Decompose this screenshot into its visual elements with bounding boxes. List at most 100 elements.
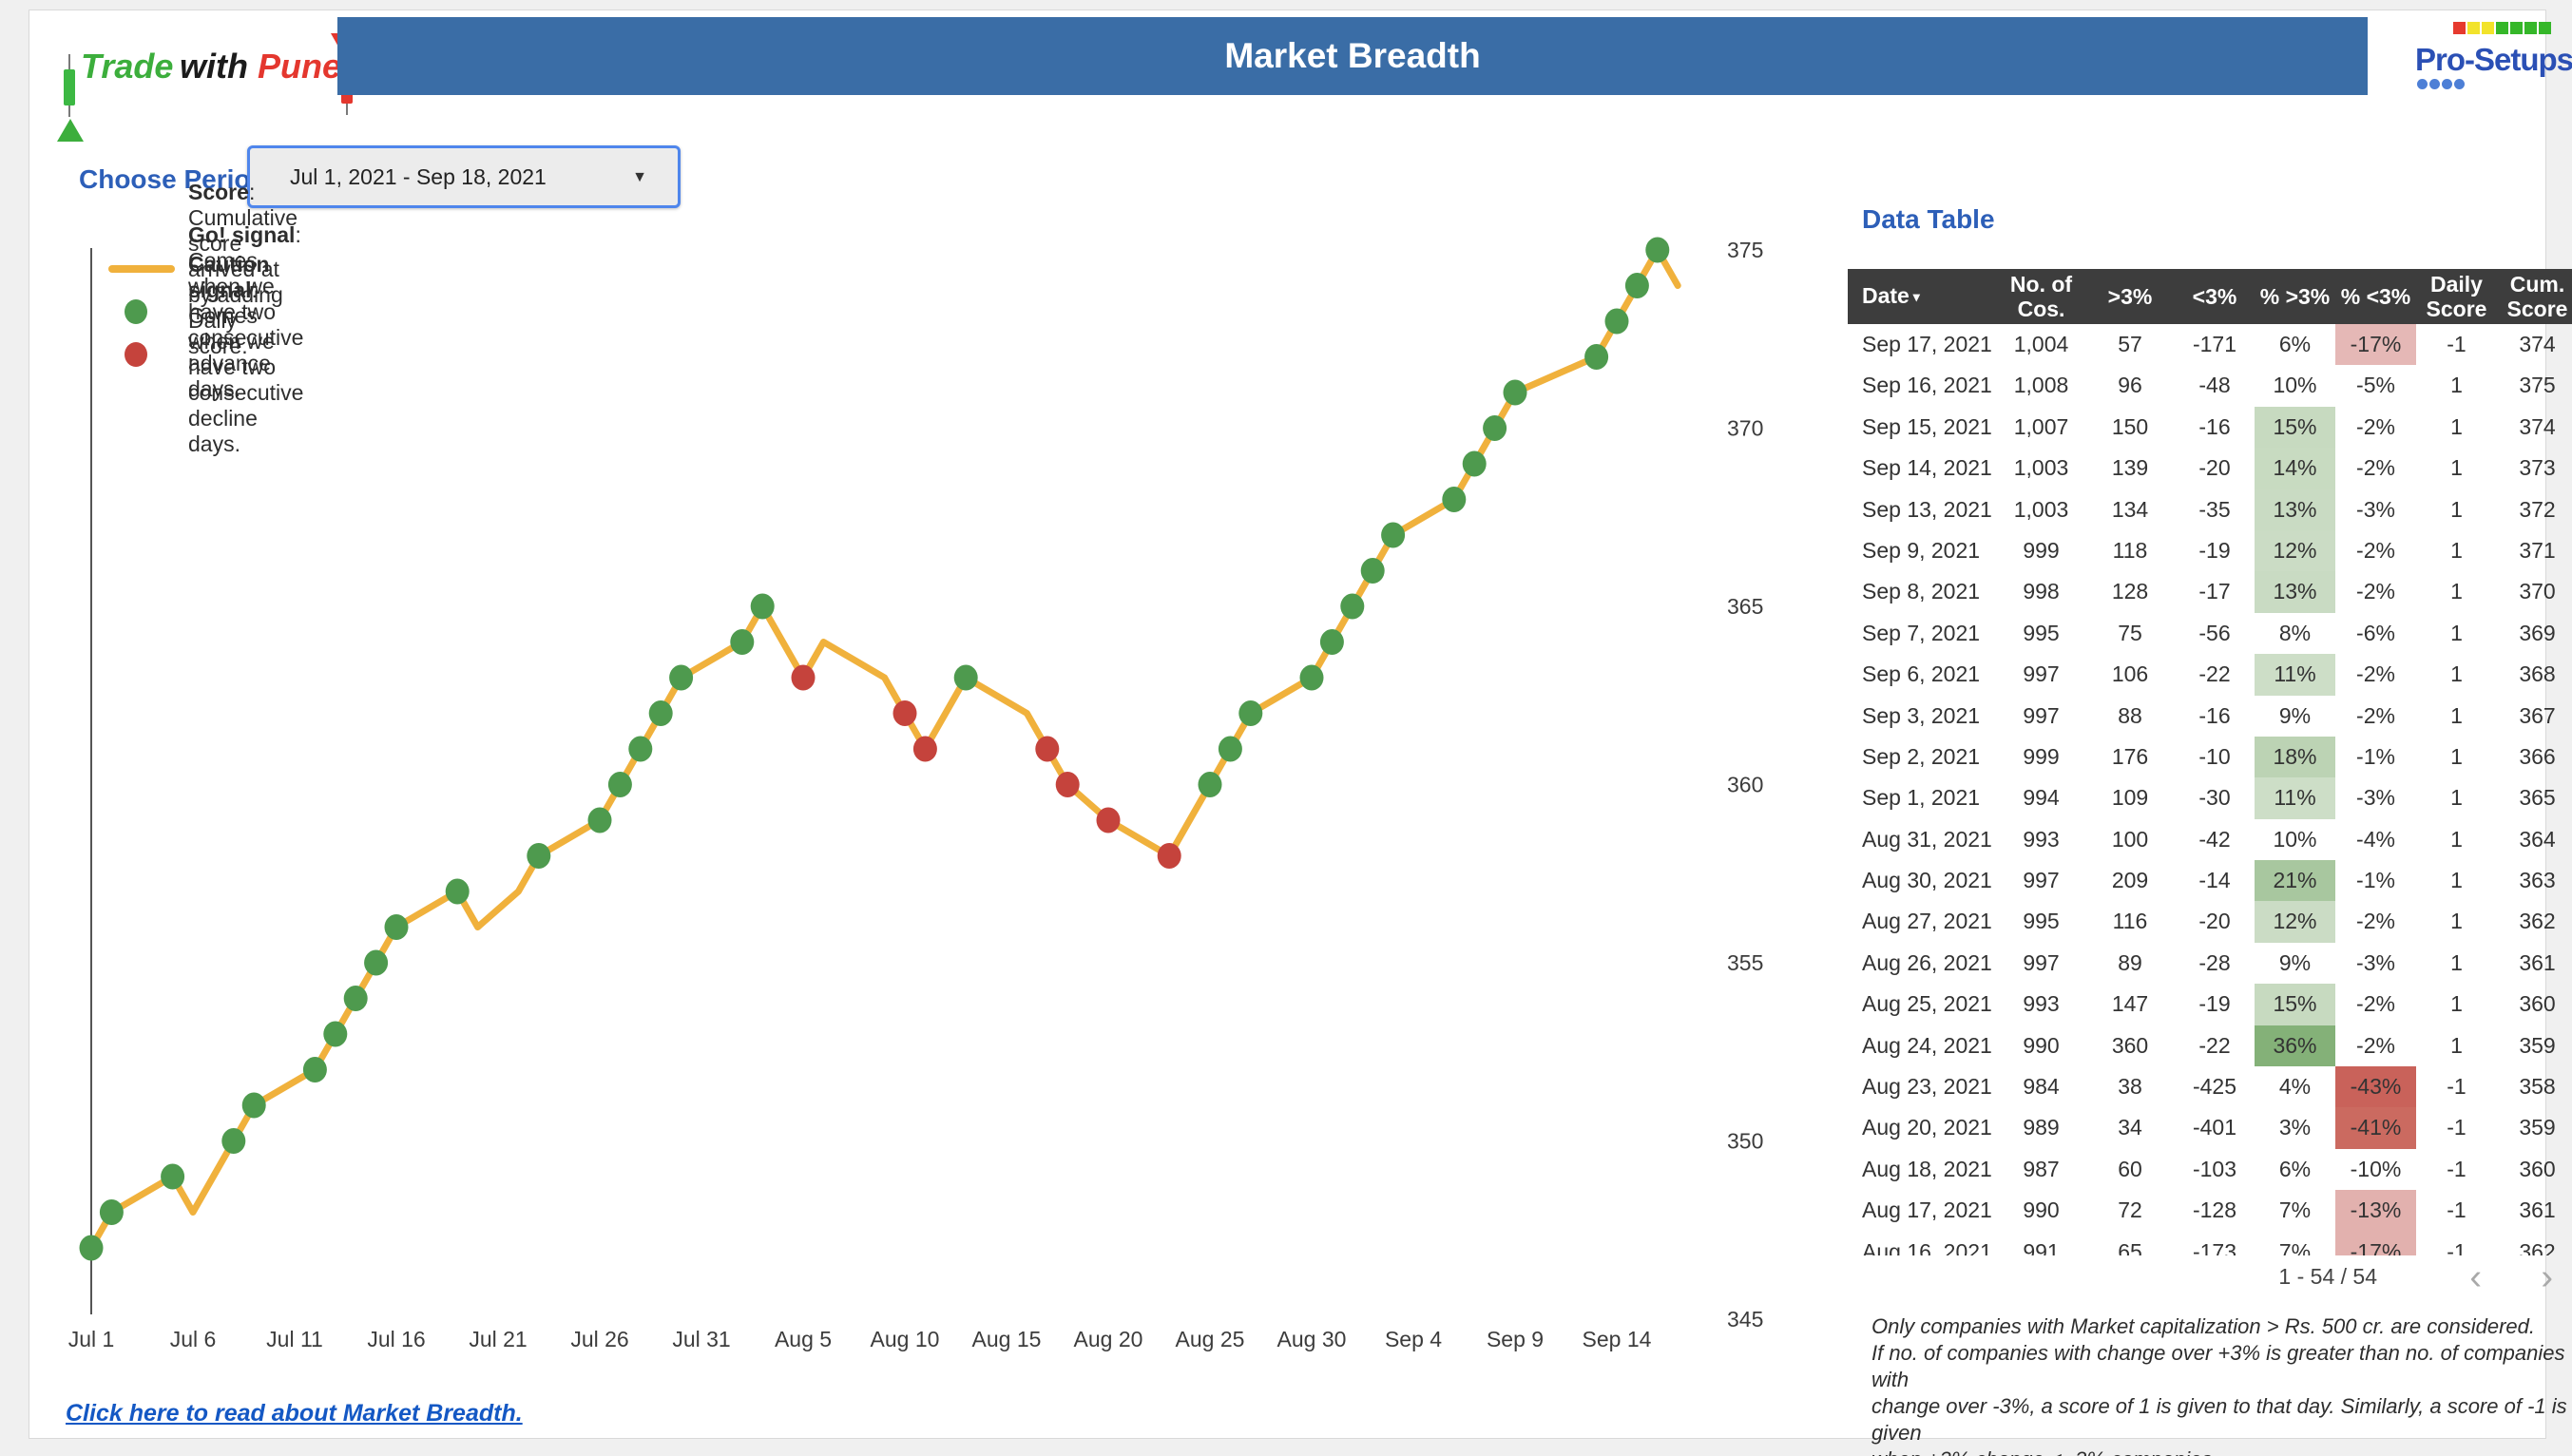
- table-cell: Aug 20, 2021: [1862, 1115, 1992, 1140]
- table-cell: 358: [2519, 1074, 2556, 1100]
- table-cell: -1: [2447, 1115, 2466, 1140]
- table-cell: -5%: [2356, 373, 2395, 398]
- table-row: Sep 8, 2021 998 128 -17 13% -2% 1 370: [1848, 571, 2572, 613]
- legend-term: Score: [188, 179, 249, 204]
- table-cell: 995: [2023, 620, 2060, 645]
- table-cell: 999: [2023, 743, 2060, 769]
- table-cell: 10%: [2273, 373, 2317, 398]
- table-cell: 374: [2519, 413, 2556, 439]
- table-pagination: 1 - 54 / 54 ‹ ›: [2025, 1257, 2572, 1297]
- footnote-line: If no. of companies with change over +3%…: [1871, 1341, 2565, 1391]
- table-cell: Sep 8, 2021: [1862, 579, 1981, 604]
- column-header-date[interactable]: Date ▾: [1862, 282, 1920, 308]
- table-cell: 997: [2023, 661, 2060, 687]
- table-cell: -2%: [2356, 537, 2395, 563]
- table-cell: 36%: [2255, 1025, 2335, 1067]
- go-signal-dot: [302, 1057, 327, 1082]
- table-cell: 1: [2450, 702, 2463, 728]
- table-cell: -43%: [2335, 1066, 2416, 1108]
- table-cell: -19: [2198, 537, 2231, 563]
- pagination-prev-icon[interactable]: ‹: [2469, 1257, 2482, 1297]
- go-signal-dot: [1483, 415, 1507, 441]
- table-cell: 21%: [2255, 860, 2335, 902]
- table-row: Aug 26, 2021 997 89 -28 9% -3% 1 361: [1848, 943, 2572, 984]
- go-signal-dot: [1299, 664, 1324, 691]
- table-cell: 990: [2023, 1197, 2060, 1223]
- table-cell: -1: [2447, 332, 2466, 356]
- column-header--3-: % >3%: [2259, 284, 2331, 309]
- table-cell: 368: [2519, 661, 2556, 687]
- go-signal-dot: [241, 1092, 266, 1119]
- table-cell: 359: [2519, 1115, 2556, 1140]
- data-table-title: Data Table: [1862, 204, 1995, 234]
- table-cell: 361: [2519, 949, 2556, 975]
- x-tick-label: Sep 4: [1385, 1327, 1442, 1351]
- table-cell: 367: [2519, 702, 2556, 728]
- go-signal-dot: [1381, 522, 1406, 548]
- table-cell: Aug 30, 2021: [1862, 868, 1992, 893]
- legend-term: Go! signal: [188, 221, 296, 247]
- table-cell: 109: [2111, 785, 2149, 811]
- x-tick-label: Jul 11: [266, 1327, 323, 1351]
- table-cell: Sep 16, 2021: [1862, 373, 1992, 398]
- table-cell: 1: [2450, 620, 2463, 645]
- go-signal-dot: [527, 843, 551, 869]
- table-cell: 1,007: [2013, 413, 2069, 439]
- logo-squares-row: [2453, 22, 2551, 34]
- score-line-chart: Jul 1 Jul 6 Jul 11 Jul 16 Jul 21 Jul 26 Jul 31…: [68, 237, 1763, 1351]
- table-cell: 359: [2519, 1032, 2556, 1058]
- chevron-down-icon: ▼: [632, 169, 647, 185]
- table-cell: -16: [2198, 413, 2231, 439]
- table-cell: 34: [2118, 1115, 2142, 1140]
- table-cell: -17%: [2335, 324, 2416, 366]
- table-cell: -22: [2198, 1032, 2231, 1058]
- table-cell: Sep 3, 2021: [1862, 702, 1981, 728]
- table-cell: 1,004: [2013, 332, 2069, 356]
- table-cell: 13%: [2255, 571, 2335, 613]
- period-dropdown[interactable]: Jul 1, 2021 - Sep 18, 2021 ▼: [247, 145, 681, 208]
- table-cell: 362: [2519, 909, 2556, 934]
- column-header-no-of-cos-: No. of Cos.: [2009, 272, 2073, 321]
- table-cell: 364: [2519, 826, 2556, 852]
- table-row: Aug 23, 2021 984 38 -425 4% -43% -1 358: [1848, 1066, 2572, 1108]
- table-cell: 998: [2023, 579, 2060, 604]
- column-header--3-: % <3%: [2340, 284, 2411, 309]
- caution-signal-dot: [1035, 736, 1060, 762]
- table-cell: 1,003: [2013, 455, 2069, 481]
- table-cell: 1: [2450, 455, 2463, 481]
- table-cell: 993: [2023, 991, 2060, 1017]
- table-cell: Sep 17, 2021: [1862, 332, 1992, 356]
- table-cell: -1: [2447, 1156, 2466, 1181]
- table-cell: Aug 27, 2021: [1862, 909, 1992, 934]
- market-breadth-link[interactable]: Click here to read about Market Breadth.: [66, 1400, 523, 1427]
- y-tick-label: 355: [1727, 950, 1763, 975]
- pagination-next-icon[interactable]: ›: [2541, 1257, 2553, 1297]
- table-cell: -1: [2447, 1197, 2466, 1223]
- logo-dot-icon: [2417, 79, 2428, 89]
- table-cell: 984: [2023, 1074, 2060, 1100]
- table-cell: Sep 14, 2021: [1862, 455, 1992, 481]
- table-cell: Aug 23, 2021: [1862, 1074, 1992, 1100]
- table-cell: 9%: [2278, 949, 2312, 975]
- table-cell: 65: [2118, 1238, 2142, 1255]
- go-signal-dot: [1624, 273, 1649, 298]
- table-cell: 360: [2111, 1032, 2149, 1058]
- report-card: Trade with Puneet Market Breadth Pro-Set…: [29, 10, 2572, 1456]
- go-signal-dot: [1645, 237, 1670, 263]
- legend-item-score: Score: Cumulative score arrived at by ad…: [80, 180, 298, 358]
- table-cell: 10%: [2273, 826, 2317, 852]
- table-cell: 1: [2450, 743, 2463, 769]
- table-cell: -56: [2198, 620, 2231, 645]
- table-cell: 374: [2519, 332, 2556, 356]
- table-cell: 15%: [2255, 406, 2335, 449]
- table-cell: -1%: [2356, 868, 2395, 893]
- legend-term: Caution signal: [188, 252, 270, 302]
- table-cell: -2%: [2356, 661, 2395, 687]
- table-cell: 147: [2111, 991, 2149, 1017]
- table-cell: 72: [2118, 1197, 2142, 1223]
- go-signal-dot: [1503, 379, 1527, 406]
- table-cell: 6%: [2278, 332, 2312, 356]
- table-cell: 989: [2023, 1115, 2060, 1140]
- x-tick-label: Aug 20: [1074, 1327, 1143, 1351]
